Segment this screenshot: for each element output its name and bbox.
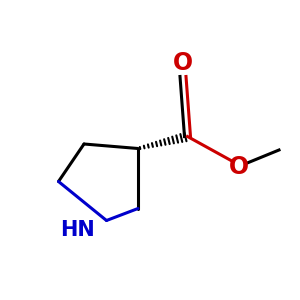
Text: O: O bbox=[173, 51, 193, 75]
Text: O: O bbox=[228, 154, 249, 178]
Text: HN: HN bbox=[61, 220, 95, 239]
